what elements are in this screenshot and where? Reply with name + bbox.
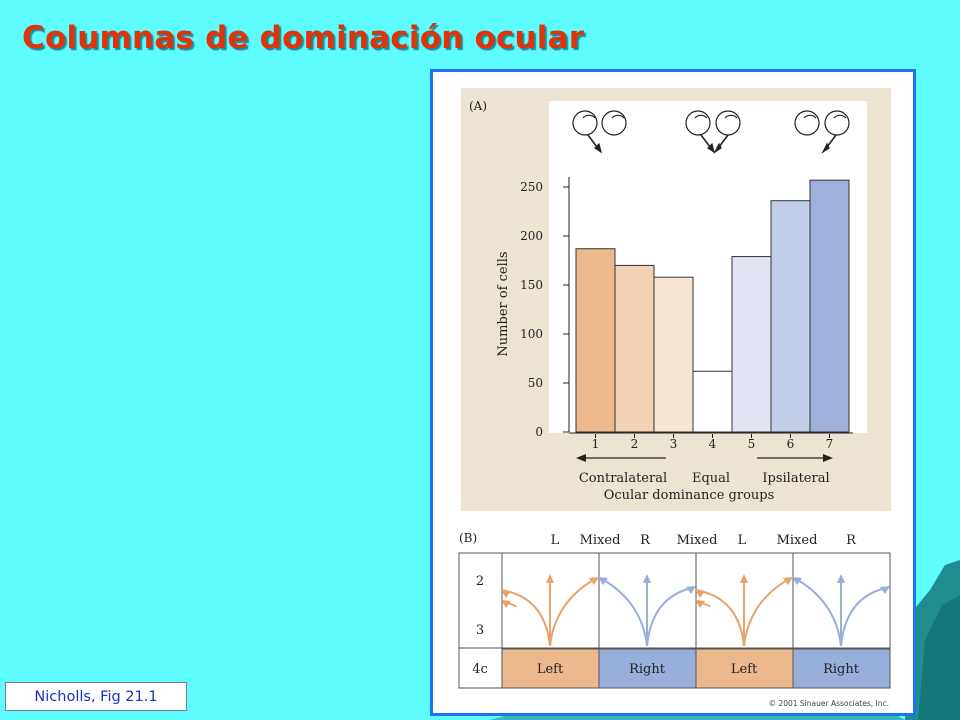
x-tick-label: 3 — [670, 437, 678, 451]
projection-arrow — [795, 578, 842, 647]
arrowhead — [783, 577, 793, 585]
arrowhead — [695, 590, 705, 598]
column-label: Mixed — [777, 533, 818, 548]
group-label-contralateral: Contralateral — [579, 471, 667, 486]
layer4c-label-3: Left — [731, 662, 758, 677]
eye-diagram-ipsilateral — [794, 110, 850, 154]
arrowhead — [643, 574, 651, 583]
citation-box: Nicholls, Fig 21.1 — [5, 682, 187, 711]
projection-arrows — [500, 574, 890, 647]
layer4c-cell-right-2 — [792, 648, 891, 689]
copyright-text: © 2001 Sinauer Associates, Inc. — [769, 699, 889, 708]
y-tick-label: 0 — [535, 425, 543, 439]
layer4c-label-4: Right — [823, 662, 860, 677]
y-tick-label: 200 — [520, 229, 543, 243]
column-label: L — [738, 533, 747, 548]
projection-arrow — [646, 587, 693, 647]
layer4c-label-2: Right — [629, 662, 666, 677]
bar-group-6 — [770, 200, 811, 433]
y-tick-label: 100 — [520, 327, 543, 341]
panel-b-label: (B) — [459, 531, 477, 545]
arrowhead — [880, 586, 890, 594]
arrowhead — [598, 577, 608, 585]
projection-arrow — [500, 589, 551, 647]
group-arrows — [576, 454, 833, 462]
arrowhead — [837, 574, 845, 583]
column-label: R — [846, 533, 857, 548]
column-label: Mixed — [677, 533, 718, 548]
y-tick-label: 150 — [520, 278, 543, 292]
x-tick-label: 5 — [748, 437, 756, 451]
layer4c-label-1: Left — [537, 662, 564, 677]
bar-group-4 — [692, 370, 733, 433]
row-label-layer-2: 2 — [476, 574, 484, 589]
arrowhead — [695, 600, 705, 608]
projection-arrow — [601, 578, 648, 647]
arrowhead — [501, 590, 511, 598]
x-tick-label: 1 — [592, 437, 600, 451]
arrowhead — [546, 574, 554, 583]
bar-group-3 — [653, 276, 694, 433]
layer4c-cell-right-1 — [598, 648, 697, 689]
panel-a-label: (A) — [469, 99, 487, 113]
arrowhead — [792, 577, 802, 585]
layer4c-cell-left-2 — [695, 648, 794, 689]
group-label-equal: Equal — [692, 471, 730, 486]
y-axis-label: Number of cells — [496, 251, 511, 356]
bar-group-5 — [731, 256, 772, 433]
arrowhead — [589, 577, 599, 585]
figure-svg: (A) 0 50 100 150 200 250 Number of cells 1 2 3 4… — [458, 88, 891, 708]
bar-group-2 — [614, 264, 655, 433]
column-label: R — [640, 533, 651, 548]
eye-diagram-contralateral — [572, 110, 627, 154]
figure-frame: (A) 0 50 100 150 200 250 Number of cells 1 2 3 4… — [430, 69, 916, 716]
projection-arrow — [694, 589, 745, 647]
x-tick-label: 2 — [631, 437, 639, 451]
column-label: Mixed — [580, 533, 621, 548]
x-tick-label: 6 — [787, 437, 795, 451]
row-label-layer-4c: 4c — [472, 662, 488, 677]
group-label-ipsilateral: Ipsilateral — [762, 471, 829, 486]
projection-arrow — [840, 587, 887, 647]
projection-arrow — [743, 578, 790, 647]
arrowhead — [501, 600, 511, 608]
slide-title: Columnas de dominación ocular — [22, 20, 585, 56]
projection-arrow — [549, 578, 596, 647]
row-label-layer-3: 3 — [476, 623, 484, 638]
y-tick-label: 250 — [520, 180, 543, 194]
layer4c-cell-left-1 — [501, 648, 600, 689]
x-axis-label: Ocular dominance groups — [604, 488, 775, 503]
x-tick-label: 7 — [826, 437, 834, 451]
bar-group-1 — [575, 248, 616, 433]
eye-diagram-equal — [685, 110, 741, 154]
column-label: L — [551, 533, 560, 548]
arrowhead — [740, 574, 748, 583]
x-tick-label: 4 — [709, 437, 717, 451]
arrowhead — [686, 586, 696, 594]
bar-group-7 — [809, 179, 850, 433]
y-tick-label: 50 — [528, 376, 543, 390]
